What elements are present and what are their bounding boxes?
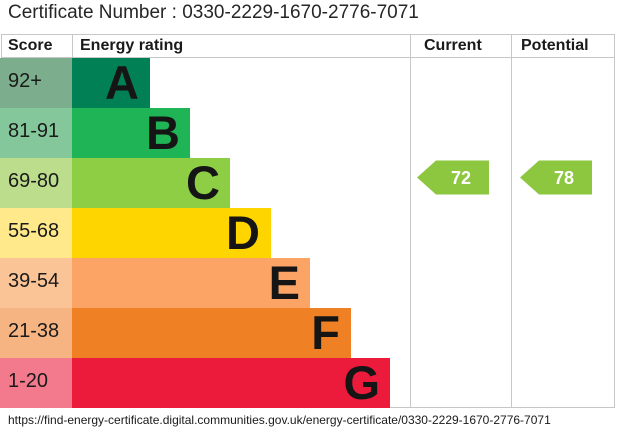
svg-text:72: 72: [451, 168, 471, 188]
svg-text:78: 78: [554, 168, 574, 188]
